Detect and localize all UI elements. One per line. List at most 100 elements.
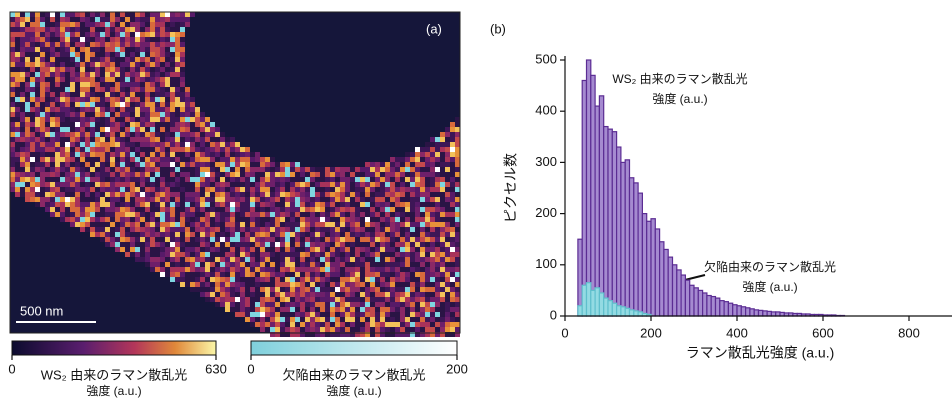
map-pixel — [35, 47, 40, 52]
map-pixel — [125, 47, 130, 52]
map-pixel — [85, 162, 90, 167]
map-pixel — [290, 197, 295, 202]
map-pixel — [150, 247, 155, 252]
map-pixel — [330, 287, 335, 292]
map-pixel — [110, 237, 115, 242]
map-pixel — [105, 87, 110, 92]
map-pixel — [130, 227, 135, 232]
map-pixel — [100, 32, 105, 37]
map-pixel — [75, 187, 80, 192]
map-pixel — [380, 242, 385, 247]
map-pixel — [170, 142, 175, 147]
map-pixel — [95, 62, 100, 67]
y-tick-label: 0 — [550, 307, 557, 322]
map-pixel — [295, 277, 300, 282]
map-pixel — [145, 52, 150, 57]
map-pixel — [235, 302, 240, 307]
map-pixel — [55, 107, 60, 112]
map-pixel — [340, 247, 345, 252]
map-pixel — [385, 187, 390, 192]
map-pixel — [450, 282, 455, 287]
map-pixel — [345, 217, 350, 222]
map-pixel — [255, 217, 260, 222]
histogram-bar — [625, 308, 629, 316]
map-pixel — [440, 302, 445, 307]
map-pixel — [440, 317, 445, 322]
map-pixel — [335, 302, 340, 307]
map-pixel — [340, 252, 345, 257]
map-pixel — [325, 287, 330, 292]
map-pixel — [55, 212, 60, 217]
map-pixel — [140, 17, 145, 22]
map-pixel — [385, 162, 390, 167]
map-pixel — [175, 37, 180, 42]
map-pixel — [365, 187, 370, 192]
map-pixel — [100, 22, 105, 27]
y-tick-label: 400 — [535, 103, 557, 118]
map-pixel — [115, 112, 120, 117]
map-pixel — [350, 262, 355, 267]
map-pixel — [220, 222, 225, 227]
map-pixel — [50, 107, 55, 112]
map-pixel — [440, 142, 445, 147]
map-pixel — [355, 292, 360, 297]
map-pixel — [90, 107, 95, 112]
map-pixel — [190, 147, 195, 152]
map-pixel — [35, 192, 40, 197]
map-pixel — [245, 247, 250, 252]
map-pixel — [115, 97, 120, 102]
map-pixel — [290, 262, 295, 267]
map-pixel — [265, 292, 270, 297]
map-pixel — [50, 127, 55, 132]
map-pixel — [125, 237, 130, 242]
map-pixel — [265, 217, 270, 222]
map-pixel — [390, 247, 395, 252]
map-pixel — [195, 207, 200, 212]
map-pixel — [345, 242, 350, 247]
map-pixel — [60, 97, 65, 102]
map-pixel — [450, 182, 455, 187]
map-pixel — [420, 157, 425, 162]
map-pixel — [15, 17, 20, 22]
map-pixel — [285, 262, 290, 267]
map-pixel — [160, 217, 165, 222]
map-pixel — [175, 267, 180, 272]
map-pixel — [15, 192, 20, 197]
map-pixel — [130, 67, 135, 72]
map-pixel — [135, 117, 140, 122]
map-pixel — [315, 262, 320, 267]
map-pixel — [245, 317, 250, 322]
map-pixel — [55, 92, 60, 97]
map-pixel — [315, 232, 320, 237]
map-pixel — [165, 137, 170, 142]
map-pixel — [75, 67, 80, 72]
map-pixel — [95, 182, 100, 187]
map-pixel — [55, 137, 60, 142]
map-pixel — [185, 167, 190, 172]
map-pixel — [90, 72, 95, 77]
map-pixel — [255, 157, 260, 162]
map-pixel — [260, 302, 265, 307]
map-pixel — [135, 142, 140, 147]
map-pixel — [210, 162, 215, 167]
map-pixel — [140, 42, 145, 47]
map-pixel — [455, 282, 460, 287]
map-pixel — [160, 27, 165, 32]
map-pixel — [80, 117, 85, 122]
map-pixel — [225, 232, 230, 237]
map-pixel — [55, 117, 60, 122]
map-pixel — [55, 147, 60, 152]
map-pixel — [55, 162, 60, 167]
map-pixel — [190, 272, 195, 277]
map-pixel — [270, 262, 275, 267]
map-pixel — [330, 172, 335, 177]
map-pixel — [430, 152, 435, 157]
map-pixel — [200, 122, 205, 127]
map-pixel — [40, 22, 45, 27]
map-pixel — [105, 52, 110, 57]
map-pixel — [55, 47, 60, 52]
map-pixel — [440, 277, 445, 282]
map-pixel — [210, 172, 215, 177]
map-pixel — [215, 237, 220, 242]
map-pixel — [355, 312, 360, 317]
